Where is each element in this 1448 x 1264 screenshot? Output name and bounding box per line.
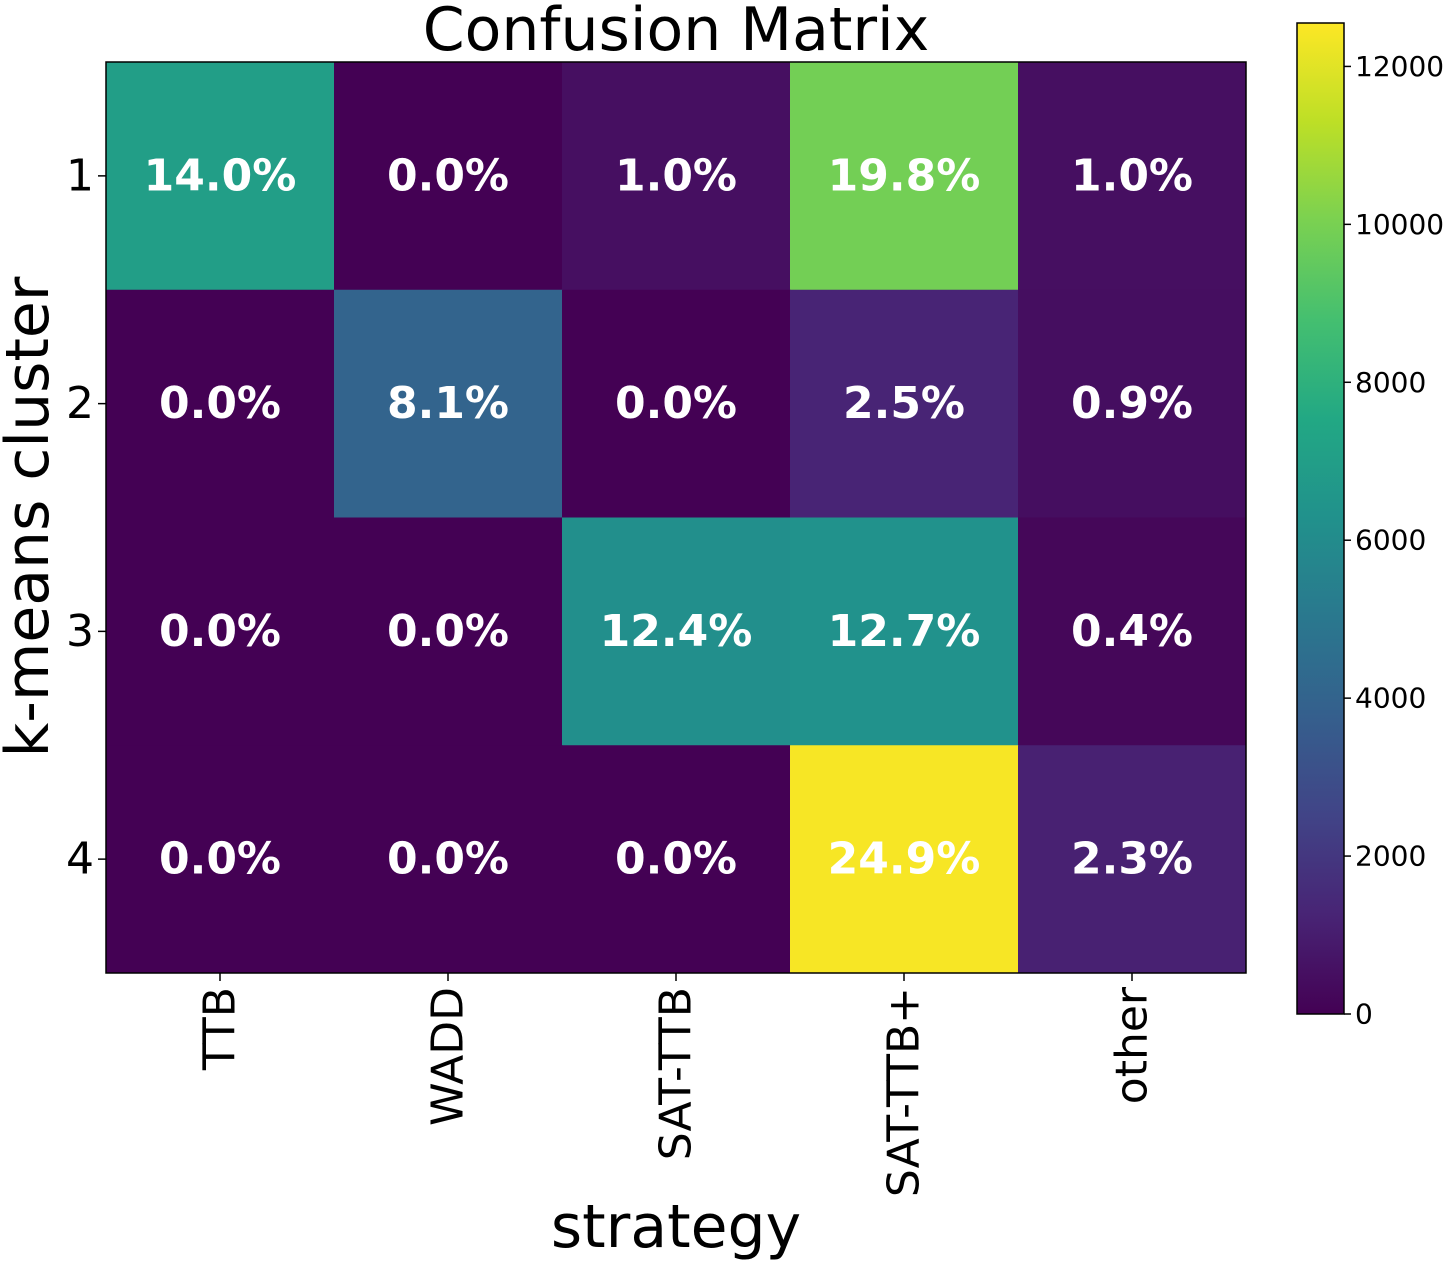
- cell-value-label: 2.5%: [843, 378, 965, 429]
- colorbar: 0 2000 4000 6000 8000 10000 12000: [1296, 22, 1444, 1031]
- colorbar-tick-label: 8000: [1355, 366, 1426, 399]
- colorbar-tick-label: 4000: [1355, 682, 1426, 715]
- heatmap-cell: [1018, 517, 1247, 746]
- cell-value-label: 0.0%: [387, 606, 509, 657]
- x-tick-label: SAT-TTB: [651, 987, 702, 1160]
- heatmap-cell: [106, 517, 335, 746]
- chart-title: Confusion Matrix: [423, 0, 929, 65]
- cell-value-label: 0.0%: [615, 378, 737, 429]
- heatmap-cell: [790, 62, 1019, 291]
- cell-value-label: 0.4%: [1071, 606, 1193, 657]
- heatmap-cell: [1018, 289, 1247, 518]
- heatmap-cell: [106, 62, 335, 291]
- cell-value-label: 0.0%: [159, 378, 281, 429]
- y-axis: 1 2 3 4: [66, 150, 106, 885]
- heatmap-cell: [562, 517, 791, 746]
- heatmap-cell: [106, 289, 335, 518]
- cell-value-label: 1.0%: [1071, 150, 1193, 201]
- heatmap-cell: [334, 62, 563, 291]
- heatmap-cell: [562, 745, 791, 974]
- cell-value-label: 8.1%: [387, 378, 509, 429]
- colorbar-tick-label: 2000: [1355, 840, 1426, 873]
- cell-value-label: 12.7%: [828, 606, 981, 657]
- x-tick-label: WADD: [423, 987, 474, 1126]
- heatmap-cell-labels: 14.0% 0.0% 1.0% 19.8% 1.0% 0.0% 8.1% 0.0% 2.5% 0.…: [144, 150, 1193, 884]
- heatmap-cell: [790, 517, 1019, 746]
- cell-value-label: 0.0%: [159, 606, 281, 657]
- cell-value-label: 24.9%: [828, 834, 981, 885]
- y-tick-label: 3: [66, 606, 94, 657]
- heatmap-cell: [334, 517, 563, 746]
- colorbar-tick-label: 6000: [1355, 524, 1426, 557]
- heatmap-cell: [334, 289, 563, 518]
- cell-value-label: 12.4%: [600, 606, 753, 657]
- heatmap-cell: [562, 62, 791, 291]
- heatmap-cell: [1018, 745, 1247, 974]
- y-axis-label: k-means cluster: [0, 276, 63, 757]
- colorbar-tick-label: 0: [1355, 998, 1373, 1031]
- x-tick-label: SAT-TTB+: [879, 987, 930, 1197]
- y-tick-label: 2: [66, 378, 94, 429]
- heatmap-cell: [562, 289, 791, 518]
- cell-value-label: 2.3%: [1071, 834, 1193, 885]
- heatmap-cells: [106, 62, 1247, 974]
- x-tick-label: other: [1107, 986, 1158, 1104]
- x-tick-label: TTB: [195, 987, 246, 1071]
- colorbar-gradient: [1296, 22, 1345, 1015]
- cell-value-label: 0.0%: [159, 834, 281, 885]
- heatmap-cell: [334, 745, 563, 974]
- colorbar-tick-label: 10000: [1355, 208, 1444, 241]
- heatmap-cell: [1018, 62, 1247, 291]
- cell-value-label: 0.0%: [615, 834, 737, 885]
- cell-value-label: 14.0%: [144, 150, 297, 201]
- cell-value-label: 0.9%: [1071, 378, 1193, 429]
- heatmap-cell: [790, 289, 1019, 518]
- y-tick-label: 4: [66, 834, 94, 885]
- x-axis-label: strategy: [551, 1192, 801, 1262]
- heatmap-cell: [106, 745, 335, 974]
- colorbar-tick-label: 12000: [1355, 50, 1444, 83]
- heatmap-cell: [790, 745, 1019, 974]
- cell-value-label: 1.0%: [615, 150, 737, 201]
- cell-value-label: 0.0%: [387, 150, 509, 201]
- cell-value-label: 19.8%: [828, 150, 981, 201]
- x-axis: TTB WADD SAT-TTB SAT-TTB+ other: [195, 973, 1158, 1197]
- y-tick-label: 1: [66, 150, 94, 201]
- cell-value-label: 0.0%: [387, 834, 509, 885]
